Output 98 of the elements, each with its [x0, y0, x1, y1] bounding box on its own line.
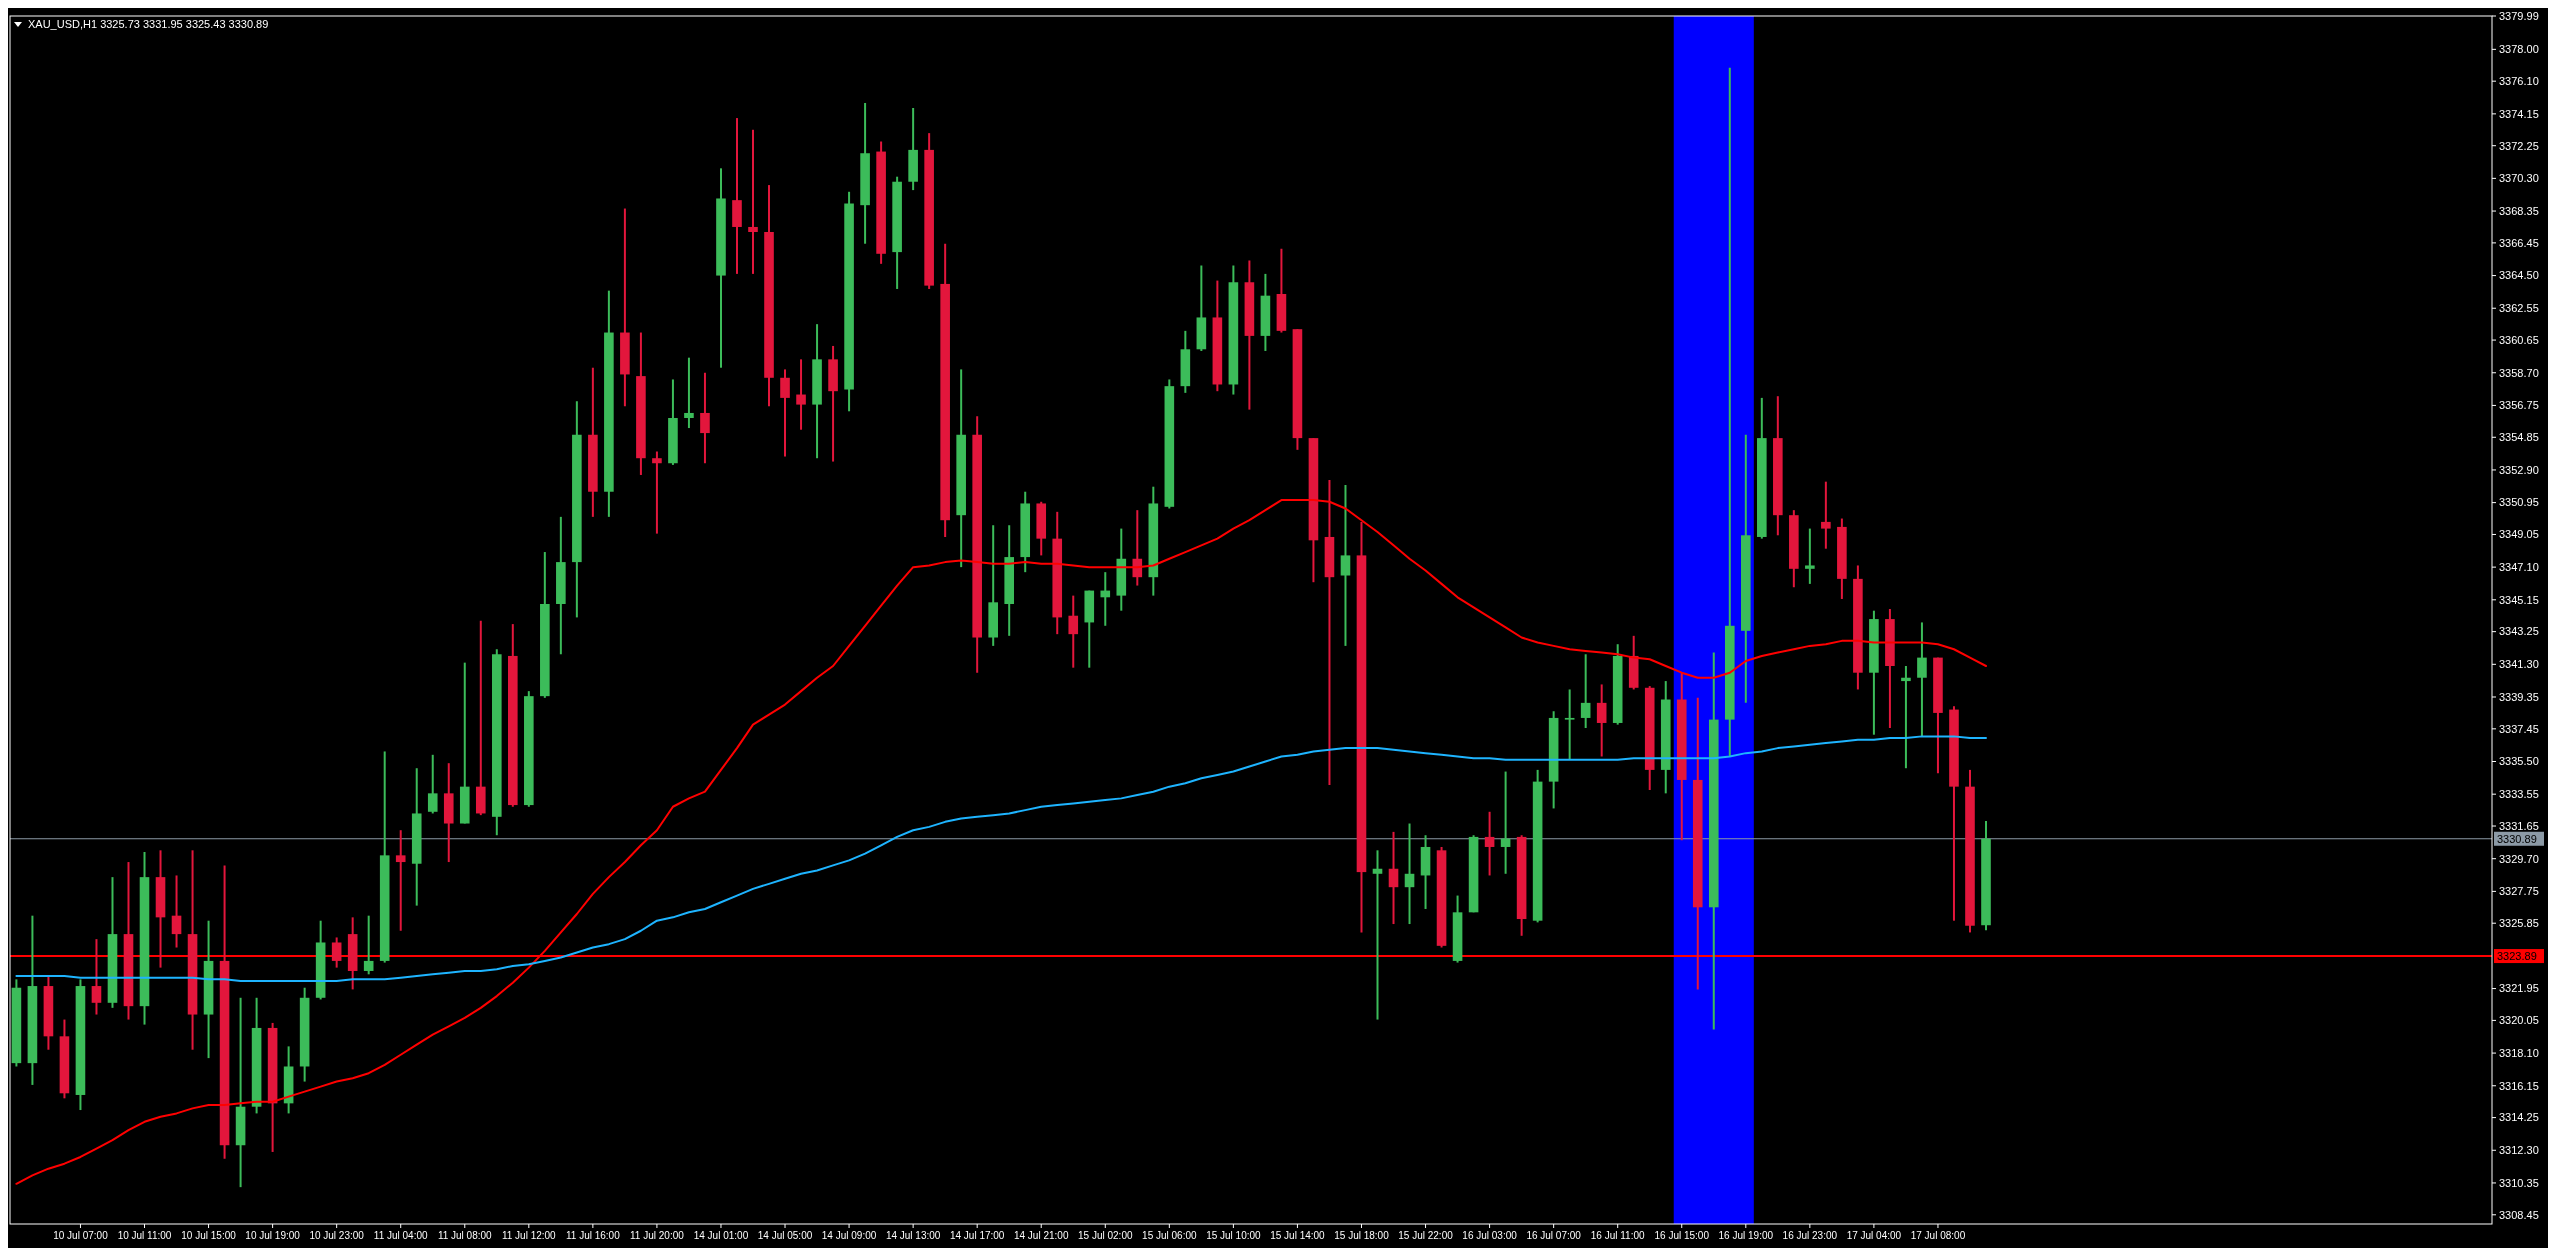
candlestick — [796, 358, 806, 431]
y-tick-label: 3368.35 — [2499, 204, 2539, 217]
chart-title: XAU_USD,H1 3325.73 3331.95 3325.43 3330.89 — [28, 18, 269, 30]
x-tick-label: 15 Jul 22:00 — [1398, 1230, 1454, 1241]
y-tick-label: 3308.45 — [2499, 1208, 2539, 1221]
x-tick-label: 15 Jul 10:00 — [1206, 1230, 1262, 1241]
y-tick-label: 3376.10 — [2499, 75, 2539, 88]
y-tick-label: 3370.30 — [2499, 172, 2539, 185]
x-tick-label: 16 Jul 11:00 — [1590, 1230, 1645, 1241]
y-tick-label: 3335.50 — [2499, 755, 2539, 768]
y-tick-label: 3325.85 — [2499, 917, 2539, 930]
x-tick-label: 10 Jul 11:00 — [117, 1230, 172, 1241]
candlestick — [91, 938, 102, 1016]
candlestick — [1564, 688, 1575, 761]
x-tick-label: 11 Jul 16:00 — [565, 1230, 621, 1241]
candlestick — [1917, 621, 1927, 738]
y-tick-label: 3350.95 — [2499, 496, 2539, 509]
y-tick-label: 3356.75 — [2499, 399, 2539, 412]
x-tick-label: 16 Jul 19:00 — [1718, 1230, 1774, 1241]
x-tick-label: 10 Jul 07:00 — [53, 1230, 109, 1241]
x-tick-label: 15 Jul 06:00 — [1142, 1230, 1198, 1241]
y-tick-label: 3343.25 — [2499, 625, 2539, 638]
y-tick-label: 3341.30 — [2499, 658, 2539, 671]
x-tick-label: 15 Jul 14:00 — [1270, 1230, 1326, 1241]
y-tick-label: 3339.35 — [2499, 690, 2539, 703]
y-tick-label: 3362.55 — [2499, 302, 2539, 315]
y-tick-label: 3379.99 — [2499, 9, 2539, 22]
y-tick-label: 3345.15 — [2499, 593, 2539, 606]
candlestick — [1388, 830, 1399, 926]
x-tick-label: 17 Jul 04:00 — [1846, 1230, 1902, 1241]
x-tick-label: 16 Jul 03:00 — [1462, 1230, 1518, 1241]
line-series — [15, 735, 1987, 983]
x-tick-label: 15 Jul 18:00 — [1334, 1230, 1390, 1241]
y-tick-label: 3329.70 — [2499, 852, 2539, 865]
ref-line-label: 3323.89 — [2497, 949, 2537, 962]
y-tick-label: 3358.70 — [2499, 366, 2539, 379]
x-tick-label: 16 Jul 07:00 — [1526, 1230, 1582, 1241]
candlestick — [684, 356, 694, 430]
candlestick — [427, 753, 438, 815]
y-tick-label: 3314.25 — [2499, 1111, 2539, 1124]
x-tick-label: 10 Jul 23:00 — [309, 1230, 365, 1241]
candlestick — [331, 936, 342, 969]
candlestick — [780, 368, 790, 458]
x-tick-label: 14 Jul 05:00 — [757, 1230, 813, 1241]
x-tick-label: 16 Jul 15:00 — [1654, 1230, 1710, 1241]
y-tick-label: 3349.05 — [2499, 528, 2539, 541]
candlestick — [1484, 810, 1495, 877]
x-tick-label: 10 Jul 19:00 — [245, 1230, 301, 1241]
candlestick — [1580, 653, 1591, 729]
candlestick — [1805, 527, 1815, 585]
x-tick-label: 11 Jul 04:00 — [373, 1230, 429, 1241]
x-tick-label: 16 Jul 23:00 — [1782, 1230, 1838, 1241]
x-tick-label: 11 Jul 08:00 — [437, 1230, 493, 1241]
candlestick — [700, 371, 710, 465]
y-tick-label: 3372.25 — [2499, 139, 2539, 152]
x-tick-label: 14 Jul 17:00 — [949, 1230, 1005, 1241]
x-tick-label: 11 Jul 20:00 — [630, 1230, 685, 1241]
candlestick — [1404, 822, 1415, 926]
x-tick-label: 14 Jul 13:00 — [885, 1230, 941, 1241]
candlestick — [1821, 480, 1831, 550]
x-tick-label: 10 Jul 15:00 — [181, 1230, 237, 1241]
y-tick-label: 3337.45 — [2499, 722, 2539, 735]
y-tick-label: 3374.15 — [2499, 107, 2539, 120]
y-tick-label: 3318.10 — [2499, 1046, 2539, 1059]
y-tick-label: 3316.15 — [2499, 1079, 2539, 1092]
candlestick — [1596, 683, 1607, 758]
candlestick — [1340, 484, 1351, 647]
y-tick-label: 3320.05 — [2499, 1014, 2539, 1027]
y-tick-label: 3333.55 — [2499, 788, 2539, 801]
y-tick-label: 3354.85 — [2499, 431, 2539, 444]
x-tick-label: 14 Jul 01:00 — [693, 1230, 749, 1241]
y-tick-label: 3360.65 — [2499, 333, 2539, 346]
candlestick — [1901, 665, 1911, 770]
candlestick — [1500, 770, 1511, 875]
candlestick — [1100, 571, 1111, 627]
y-tick-label: 3310.35 — [2499, 1176, 2539, 1189]
y-tick-label: 3364.50 — [2499, 269, 2539, 282]
y-tick-label: 3366.45 — [2499, 236, 2539, 249]
y-tick-label: 3312.30 — [2499, 1144, 2539, 1157]
candlestick — [1068, 594, 1079, 669]
x-tick-label: 14 Jul 09:00 — [821, 1230, 877, 1241]
candlestick — [1372, 849, 1383, 1021]
y-tick-label: 3327.75 — [2499, 885, 2539, 898]
y-tick-label: 3378.00 — [2499, 43, 2539, 56]
y-tick-label: 3331.65 — [2499, 819, 2539, 832]
x-tick-label: 15 Jul 02:00 — [1078, 1230, 1133, 1241]
candlestick — [652, 450, 662, 535]
candlestick — [748, 128, 758, 275]
y-tick-label: 3347.10 — [2499, 560, 2539, 573]
x-tick-label: 17 Jul 08:00 — [1910, 1230, 1966, 1241]
candlestick — [395, 829, 406, 932]
x-tick-label: 14 Jul 21:00 — [1013, 1230, 1069, 1241]
candlestick — [363, 914, 374, 976]
ref-line-label: 3330.89 — [2497, 832, 2537, 845]
y-tick-label: 3321.95 — [2499, 982, 2539, 995]
candlestick — [171, 874, 182, 949]
x-tick-label: 11 Jul 12:00 — [501, 1230, 557, 1241]
y-tick-label: 3352.90 — [2499, 463, 2539, 476]
